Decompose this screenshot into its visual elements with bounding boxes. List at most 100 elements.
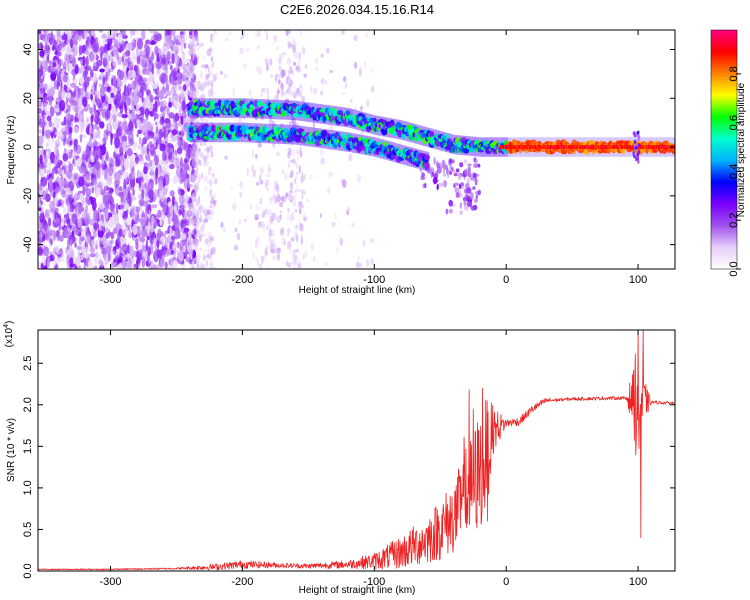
spectral-blob bbox=[157, 200, 162, 206]
spectral-blob bbox=[134, 213, 137, 220]
spectral-blob bbox=[298, 164, 301, 174]
spectral-blob bbox=[239, 180, 244, 189]
spectral-blob bbox=[39, 212, 45, 223]
spectral-blob bbox=[42, 114, 46, 122]
spectral-blob bbox=[308, 173, 314, 180]
spectral-blob bbox=[224, 73, 228, 79]
spectral-blob bbox=[136, 55, 141, 65]
spectral-blob bbox=[293, 61, 297, 66]
spectral-blob bbox=[246, 167, 249, 177]
spectral-blob bbox=[299, 145, 302, 154]
spectral-blob bbox=[200, 233, 206, 238]
spectral-blob bbox=[49, 200, 56, 212]
spectral-blob bbox=[265, 245, 269, 250]
spectral-blob bbox=[199, 213, 202, 221]
spectral-blob bbox=[44, 114, 47, 122]
spectral-blob bbox=[138, 136, 142, 145]
spectral-blob bbox=[179, 88, 185, 99]
spectral-blob bbox=[158, 112, 164, 117]
spectral-blob bbox=[87, 199, 91, 206]
spectral-blob bbox=[301, 95, 306, 102]
spectral-blob bbox=[154, 121, 158, 126]
spectral-blob bbox=[162, 64, 167, 71]
spectral-blob bbox=[194, 33, 198, 41]
spectral-blob bbox=[291, 216, 295, 221]
spectral-blob bbox=[325, 79, 328, 85]
spectral-blob bbox=[205, 82, 208, 88]
spectral-blob bbox=[58, 99, 66, 112]
spectral-blob bbox=[210, 235, 213, 241]
spectral-blob bbox=[276, 46, 279, 51]
spectral-blob bbox=[178, 250, 184, 262]
spectral-blob bbox=[136, 110, 141, 115]
spectral-blob bbox=[38, 184, 45, 196]
spectral-blob bbox=[112, 133, 115, 138]
spectral-blob bbox=[53, 51, 59, 56]
spectral-blob bbox=[43, 257, 46, 267]
spectral-blob bbox=[51, 168, 54, 181]
spectral-blob bbox=[85, 42, 90, 47]
spectral-blob bbox=[71, 69, 77, 77]
spectral-blob bbox=[287, 207, 290, 213]
spectral-blob bbox=[59, 247, 64, 258]
spectral-blob bbox=[48, 177, 53, 187]
spectral-blob bbox=[46, 87, 54, 98]
spectral-blob bbox=[70, 153, 75, 159]
spectral-blob bbox=[159, 33, 162, 40]
spectral-blob bbox=[258, 66, 262, 75]
spectral-blob bbox=[154, 101, 158, 113]
spectral-blob bbox=[55, 42, 59, 54]
spectral-blob bbox=[90, 38, 94, 45]
spectral-blob bbox=[45, 110, 51, 116]
spectral-blob bbox=[324, 262, 328, 267]
spectral-blob bbox=[74, 242, 77, 248]
spectral-blob bbox=[91, 167, 95, 173]
spectral-blob bbox=[166, 90, 171, 96]
spectral-blob bbox=[197, 55, 200, 60]
spectral-blob bbox=[369, 238, 375, 243]
spectral-blob bbox=[209, 215, 213, 221]
spectral-blob bbox=[73, 143, 78, 152]
spectral-blob bbox=[113, 75, 117, 88]
spectral-blob bbox=[61, 90, 66, 100]
spectral-blob bbox=[179, 194, 185, 206]
spectral-blob bbox=[114, 183, 120, 196]
spectral-blob bbox=[136, 66, 140, 78]
spectral-blob bbox=[203, 249, 207, 254]
spectral-blob bbox=[269, 58, 273, 66]
spectral-blob bbox=[266, 87, 270, 96]
spectral-blob bbox=[70, 30, 75, 36]
spectral-blob bbox=[153, 31, 160, 44]
spectral-blob bbox=[288, 192, 291, 199]
spectral-blob bbox=[74, 256, 81, 266]
spectral-blob bbox=[181, 125, 186, 131]
spectral-blob bbox=[266, 225, 270, 231]
spectral-blob bbox=[104, 82, 110, 88]
spectral-blob bbox=[138, 156, 145, 165]
spectral-blob bbox=[84, 81, 87, 94]
spectral-blob bbox=[132, 216, 135, 227]
spectral-blob bbox=[177, 137, 184, 148]
spectral-blob bbox=[177, 209, 182, 216]
spectral-blob bbox=[104, 169, 108, 181]
spectral-blob bbox=[126, 99, 130, 109]
spectral-blob bbox=[53, 145, 58, 156]
spectral-blob bbox=[95, 90, 102, 100]
spectral-blob bbox=[148, 178, 155, 190]
spectral-blob bbox=[234, 227, 238, 233]
spectral-blob bbox=[238, 219, 242, 225]
spectral-blob bbox=[220, 70, 223, 76]
spectral-blob bbox=[203, 55, 206, 59]
spectral-blob bbox=[204, 77, 209, 81]
spectral-blob bbox=[288, 160, 291, 164]
spectral-blob bbox=[198, 147, 201, 153]
spectral-blob bbox=[69, 53, 73, 62]
spectral-blob bbox=[169, 190, 175, 197]
spectral-blob bbox=[210, 201, 214, 205]
spectral-blob bbox=[191, 40, 194, 46]
spectral-blob bbox=[168, 41, 174, 47]
spectral-blob bbox=[341, 179, 347, 188]
spectral-blob bbox=[176, 146, 183, 155]
spectral-blob bbox=[61, 199, 65, 209]
spectral-blob bbox=[55, 217, 61, 225]
